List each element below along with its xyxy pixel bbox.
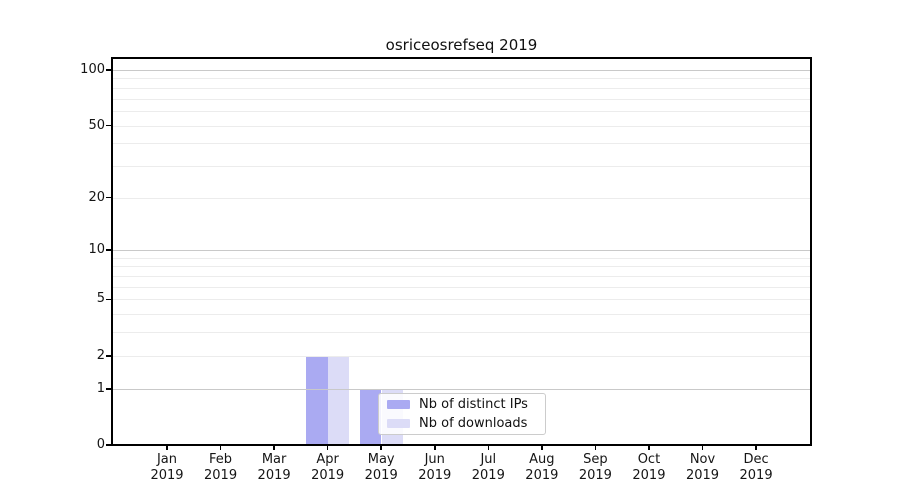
plot-area: [113, 59, 810, 444]
x-tick: [648, 444, 650, 450]
y-gridline-minor: [113, 332, 810, 334]
x-tick-label: Feb 2019: [204, 452, 238, 483]
y-tick-label: 100: [80, 61, 105, 77]
y-gridline-minor: [113, 87, 810, 89]
y-gridline-major: [113, 69, 810, 71]
legend-label-distinct-ips: Nb of distinct IPs: [419, 396, 528, 412]
x-tick: [701, 444, 704, 450]
x-tick-label: Sep 2019: [578, 452, 612, 483]
bar-downloads: [327, 355, 350, 444]
y-gridline-minor: [113, 314, 810, 316]
x-tick-label: Dec 2019: [739, 452, 773, 483]
y-tick: [106, 298, 112, 301]
y-gridline-minor: [113, 165, 810, 167]
x-tick: [433, 444, 436, 450]
x-tick: [487, 444, 490, 450]
y-gridline-major: [113, 250, 810, 252]
y-gridline-minor: [113, 98, 810, 100]
y-gridline-minor: [113, 355, 810, 357]
y-tick-label: 5: [96, 291, 105, 307]
y-tick: [106, 249, 112, 251]
bar-distinct-ips: [306, 355, 328, 444]
x-tick: [166, 444, 168, 450]
y-tick-label: 50: [88, 117, 105, 133]
x-tick: [594, 444, 597, 450]
y-tick-label: 20: [88, 189, 105, 205]
y-gridline-minor: [113, 197, 810, 199]
y-tick: [106, 444, 112, 446]
y-tick-label: 10: [88, 242, 105, 258]
y-tick: [106, 354, 112, 357]
x-tick: [273, 444, 275, 450]
y-gridline-minor: [113, 266, 810, 268]
x-tick: [755, 444, 757, 450]
x-tick-label: Mar 2019: [257, 452, 291, 483]
x-tick: [541, 444, 543, 450]
bar-distinct-ips: [359, 388, 382, 444]
x-tick-label: Jan 2019: [150, 452, 184, 483]
chart-title: osriceosrefseq 2019: [385, 36, 538, 54]
y-gridline-minor: [113, 110, 810, 112]
x-tick-label: Oct 2019: [632, 452, 666, 483]
y-tick-label: 2: [96, 347, 105, 363]
legend-entry-downloads: Nb of downloads: [387, 416, 545, 432]
legend-entry-distinct-ips: Nb of distinct IPs: [387, 397, 545, 413]
x-tick: [326, 444, 329, 450]
y-gridline-minor: [113, 299, 810, 301]
y-tick-label: 1: [96, 380, 105, 396]
x-tick: [380, 444, 382, 450]
x-tick-label: Jul 2019: [471, 452, 505, 483]
x-tick: [219, 444, 222, 450]
x-tick-label: Aug 2019: [525, 452, 559, 483]
y-tick: [106, 69, 112, 71]
y-tick-label: 0: [96, 437, 105, 452]
x-tick-label: Apr 2019: [311, 452, 345, 483]
y-gridline-minor: [113, 143, 810, 145]
y-gridline-minor: [113, 78, 810, 80]
y-tick: [106, 124, 112, 127]
x-tick-label: Nov 2019: [685, 452, 720, 483]
y-tick: [106, 196, 112, 199]
legend-swatch-downloads: [387, 419, 410, 428]
legend-label-downloads: Nb of downloads: [419, 415, 528, 431]
legend: Nb of distinct IPs Nb of downloads: [378, 393, 546, 435]
y-gridline-major: [113, 388, 810, 390]
y-gridline-minor: [113, 125, 810, 127]
x-tick-label: May 2019: [364, 452, 398, 483]
y-tick: [106, 387, 112, 390]
y-gridline-minor: [113, 276, 810, 278]
legend-swatch-distinct-ips: [387, 400, 410, 409]
x-tick-label: Jun 2019: [418, 452, 452, 483]
y-gridline-minor: [113, 286, 810, 288]
y-gridline-minor: [113, 257, 810, 259]
